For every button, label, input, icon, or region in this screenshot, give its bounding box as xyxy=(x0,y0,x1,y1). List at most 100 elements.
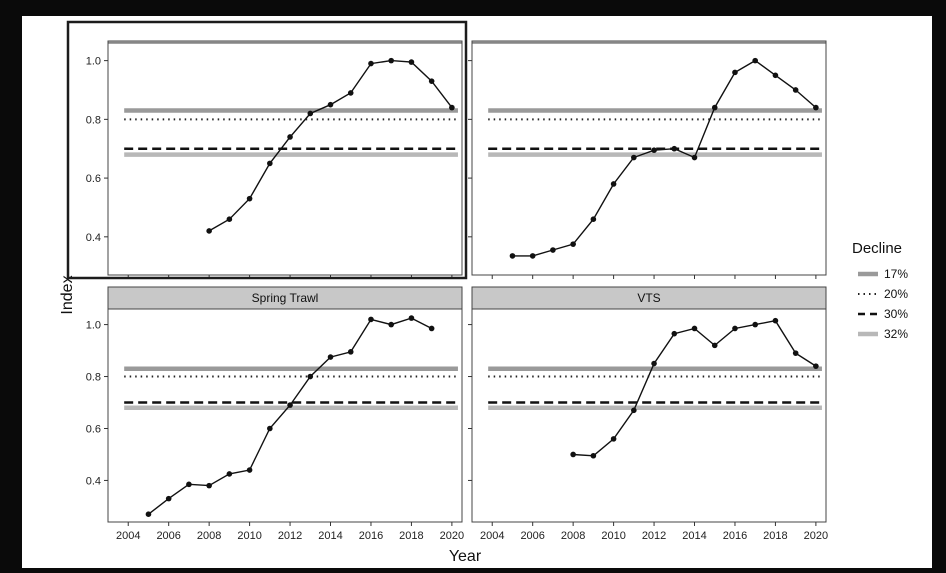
data-point xyxy=(307,373,314,380)
panels: Combined0.40.60.81.0Fall TrawlSpring Tra… xyxy=(86,40,828,542)
y-tick-label: 0.6 xyxy=(86,173,101,185)
data-point xyxy=(631,407,637,414)
y-tick-label: 1.0 xyxy=(86,320,101,332)
data-point xyxy=(327,101,334,108)
data-point xyxy=(671,330,678,337)
data-point xyxy=(772,72,779,79)
plot-area xyxy=(107,308,463,523)
data-point xyxy=(691,154,698,161)
data-point xyxy=(813,363,819,369)
x-tick-label: 2020 xyxy=(804,530,828,542)
data-point xyxy=(408,59,415,65)
x-tick-label: 2018 xyxy=(399,530,423,542)
y-tick-label: 0.6 xyxy=(86,423,101,435)
data-point xyxy=(550,247,556,253)
facet-title: Spring Trawl xyxy=(252,291,319,305)
data-point xyxy=(327,354,334,360)
x-tick-label: 2006 xyxy=(156,530,180,542)
data-point xyxy=(610,436,617,442)
data-point xyxy=(772,317,779,324)
data-point xyxy=(691,325,698,332)
data-point xyxy=(246,195,253,202)
data-point xyxy=(388,57,395,64)
data-point xyxy=(752,57,758,64)
legend-label: 30% xyxy=(884,307,908,321)
x-tick-label: 2004 xyxy=(116,530,140,542)
data-point xyxy=(368,316,374,323)
data-point xyxy=(570,451,576,458)
data-point xyxy=(631,154,637,161)
x-tick-label: 2018 xyxy=(763,530,787,542)
data-point xyxy=(529,253,536,259)
x-tick-label: 2014 xyxy=(318,530,342,542)
legend-title: Decline xyxy=(852,240,902,257)
data-point xyxy=(590,452,597,459)
data-point xyxy=(711,342,718,349)
data-point xyxy=(792,350,799,356)
data-point xyxy=(792,87,799,93)
legend-label: 20% xyxy=(884,287,908,301)
data-point xyxy=(590,216,597,223)
panel-vts: VTS 2004 2006 2008 2010 2012 2014 2016 2018 2020 xyxy=(468,286,828,542)
panel-fall-trawl: Fall Trawl xyxy=(468,40,827,279)
data-point xyxy=(347,90,354,96)
data-point xyxy=(347,349,354,355)
data-point xyxy=(165,495,172,502)
data-point xyxy=(388,321,395,328)
x-tick-label: 2012 xyxy=(642,530,666,542)
x-tick-label: 2020 xyxy=(440,530,464,542)
data-point xyxy=(570,241,576,247)
data-point xyxy=(368,60,374,67)
data-point xyxy=(752,321,758,328)
data-point xyxy=(711,104,718,111)
x-tick-label: 2016 xyxy=(359,530,383,542)
data-point xyxy=(307,110,314,117)
data-point xyxy=(732,325,738,332)
data-point xyxy=(449,104,455,111)
data-point xyxy=(408,315,415,321)
x-tick-label: 2010 xyxy=(601,530,625,542)
data-point xyxy=(428,78,435,84)
data-point xyxy=(651,147,657,153)
series-line xyxy=(512,59,817,257)
x-axis-label: Year xyxy=(449,548,482,565)
data-point xyxy=(813,104,819,111)
data-point xyxy=(732,69,738,76)
x-tick-label: 2016 xyxy=(723,530,747,542)
x-tick-label: 2008 xyxy=(197,530,221,542)
panel-combined: Combined0.40.60.81.0 xyxy=(86,40,463,279)
facet-title: VTS xyxy=(637,291,660,305)
data-point xyxy=(267,425,273,432)
data-point xyxy=(206,482,212,489)
panel-spring-trawl: Spring Trawl 0.4 0.6 0.8 1.0 2004 2006 2008 2010… xyxy=(86,286,464,542)
x-tick-label: 2014 xyxy=(682,530,706,542)
data-point xyxy=(226,216,233,223)
data-point xyxy=(610,181,617,187)
y-tick-label: 0.8 xyxy=(86,114,101,126)
data-point xyxy=(651,360,657,367)
data-point xyxy=(671,145,678,152)
x-tick-label: 2004 xyxy=(480,530,504,542)
data-point xyxy=(287,134,293,140)
x-tick-label: 2006 xyxy=(520,530,544,542)
y-tick-label: 0.4 xyxy=(86,475,101,487)
plot-area xyxy=(471,308,827,523)
legend: Decline 17% 20% 30% 32% xyxy=(852,240,908,341)
data-point xyxy=(186,481,192,488)
x-tick-label: 2008 xyxy=(561,530,585,542)
x-tick-label: 2010 xyxy=(237,530,261,542)
plot-area xyxy=(471,42,827,276)
data-point xyxy=(226,471,233,477)
legend-label: 17% xyxy=(884,267,908,281)
data-point xyxy=(509,253,516,259)
y-tick-label: 0.4 xyxy=(86,232,101,244)
data-point xyxy=(267,160,273,167)
data-point xyxy=(246,467,253,473)
data-point xyxy=(206,228,212,234)
legend-label: 32% xyxy=(884,327,908,341)
data-point xyxy=(428,325,435,332)
highlight-box xyxy=(66,20,468,280)
y-tick-label: 0.8 xyxy=(86,372,101,384)
